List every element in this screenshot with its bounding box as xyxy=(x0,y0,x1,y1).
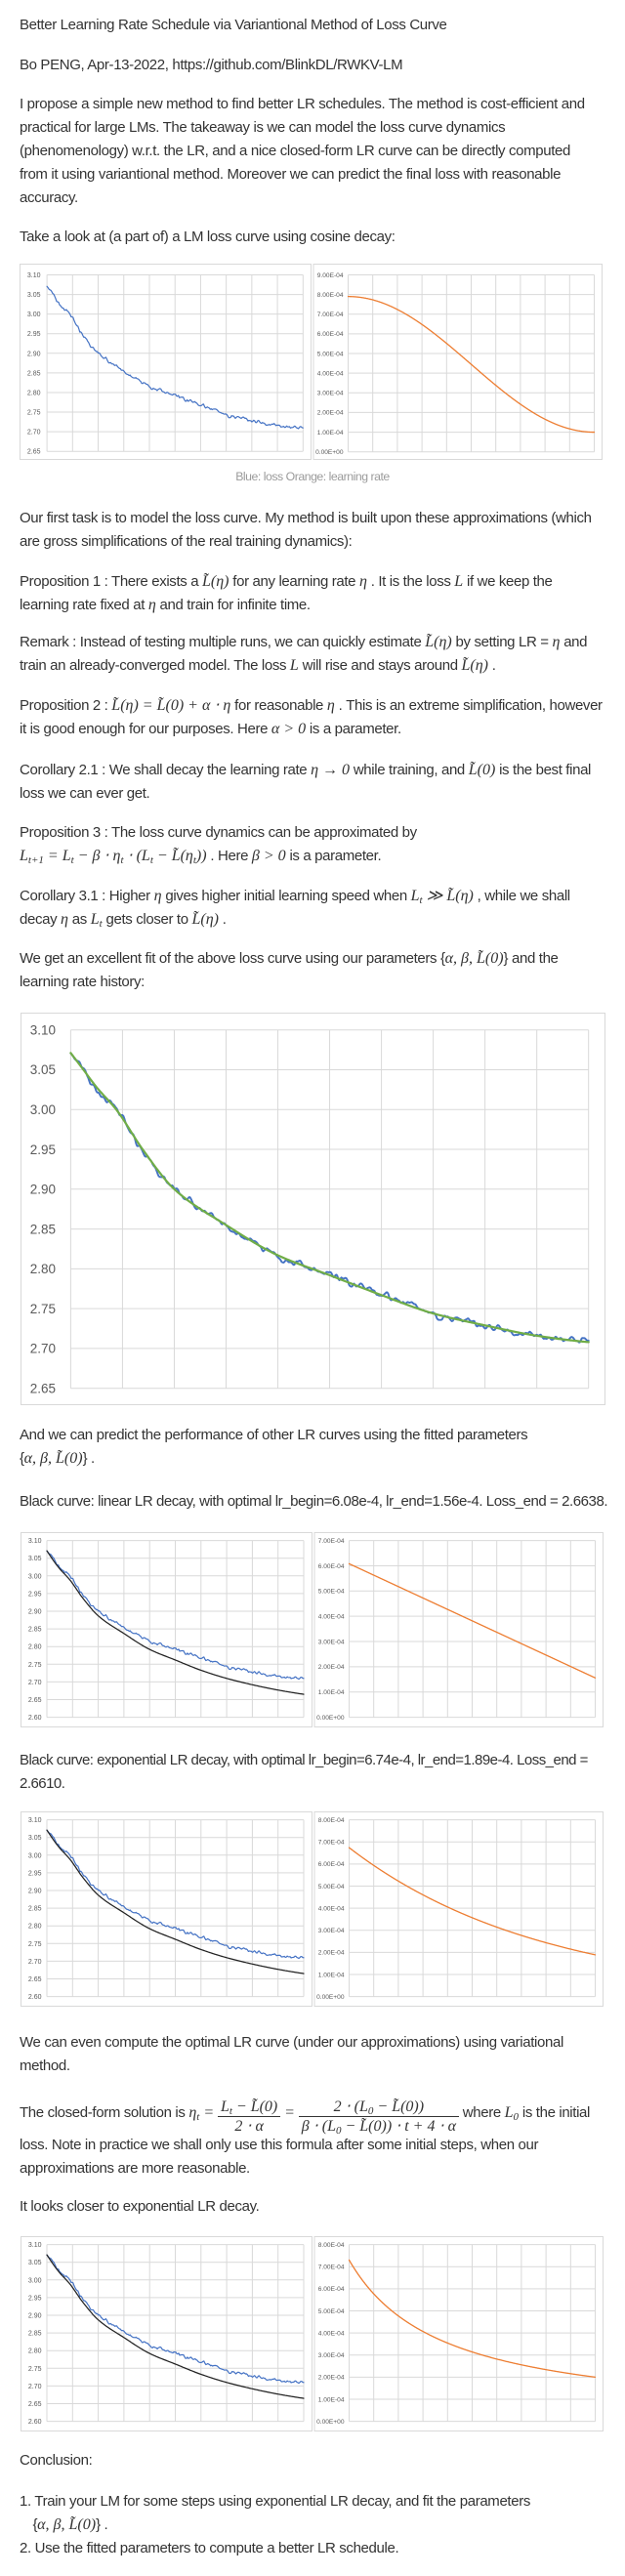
svg-text:7.00E-04: 7.00E-04 xyxy=(317,312,344,318)
svg-text:0.00E+00: 0.00E+00 xyxy=(316,2419,345,2426)
svg-text:3.05: 3.05 xyxy=(29,1062,55,1077)
svg-text:3.05: 3.05 xyxy=(27,2260,41,2266)
svg-text:3.00E-04: 3.00E-04 xyxy=(317,1639,344,1645)
svg-text:2.75: 2.75 xyxy=(27,410,41,417)
svg-text:3.05: 3.05 xyxy=(27,1556,41,1562)
svg-text:2.85: 2.85 xyxy=(27,371,41,378)
svg-text:6.00E-04: 6.00E-04 xyxy=(317,2286,344,2293)
svg-text:3.10: 3.10 xyxy=(27,1538,41,1545)
svg-text:4.00E-04: 4.00E-04 xyxy=(317,1906,344,1913)
svg-text:2.85: 2.85 xyxy=(27,1626,41,1633)
svg-text:3.00: 3.00 xyxy=(29,1102,55,1117)
svg-text:6.00E-04: 6.00E-04 xyxy=(317,1562,344,1569)
svg-text:2.75: 2.75 xyxy=(29,1302,55,1316)
svg-text:3.00: 3.00 xyxy=(27,1853,41,1860)
svg-text:3.00E-04: 3.00E-04 xyxy=(317,2352,344,2359)
svg-text:1.00E-04: 1.00E-04 xyxy=(317,1689,344,1696)
svg-text:4.00E-04: 4.00E-04 xyxy=(317,371,344,378)
svg-text:2.95: 2.95 xyxy=(29,1143,55,1157)
svg-text:2.80: 2.80 xyxy=(27,1643,41,1650)
svg-text:7.00E-04: 7.00E-04 xyxy=(317,1538,344,1545)
svg-text:2.75: 2.75 xyxy=(27,2366,41,2373)
svg-text:2.65: 2.65 xyxy=(27,449,41,456)
svg-text:2.80: 2.80 xyxy=(27,391,41,397)
svg-text:0.00E+00: 0.00E+00 xyxy=(315,449,344,456)
svg-text:2.70: 2.70 xyxy=(27,430,41,436)
svg-text:3.05: 3.05 xyxy=(27,1836,41,1843)
svg-text:2.70: 2.70 xyxy=(27,2384,41,2390)
svg-text:8.00E-04: 8.00E-04 xyxy=(317,2242,344,2249)
svg-text:2.00E-04: 2.00E-04 xyxy=(317,1664,344,1671)
svg-text:3.00: 3.00 xyxy=(27,312,41,318)
svg-text:3.10: 3.10 xyxy=(29,1023,55,1038)
svg-text:2.80: 2.80 xyxy=(27,1924,41,1931)
svg-text:2.70: 2.70 xyxy=(29,1342,55,1356)
svg-text:0.00E+00: 0.00E+00 xyxy=(316,1994,345,2001)
svg-text:2.90: 2.90 xyxy=(27,1889,41,1895)
svg-text:8.00E-04: 8.00E-04 xyxy=(317,1817,344,1824)
svg-text:3.00: 3.00 xyxy=(27,2277,41,2284)
svg-text:0.00E+00: 0.00E+00 xyxy=(316,1715,345,1722)
svg-text:2.90: 2.90 xyxy=(27,2312,41,2319)
svg-text:7.00E-04: 7.00E-04 xyxy=(317,1840,344,1847)
svg-text:2.60: 2.60 xyxy=(27,2419,41,2426)
svg-text:2.90: 2.90 xyxy=(29,1183,55,1197)
svg-text:6.00E-04: 6.00E-04 xyxy=(317,1862,344,1869)
svg-text:8.00E-04: 8.00E-04 xyxy=(317,292,344,299)
svg-text:3.10: 3.10 xyxy=(27,272,41,279)
svg-text:2.90: 2.90 xyxy=(27,352,41,358)
svg-text:2.00E-04: 2.00E-04 xyxy=(317,410,344,417)
svg-text:2.95: 2.95 xyxy=(27,2295,41,2302)
svg-text:2.00E-04: 2.00E-04 xyxy=(317,2375,344,2382)
svg-text:2.65: 2.65 xyxy=(27,1697,41,1704)
svg-text:3.05: 3.05 xyxy=(27,292,41,299)
svg-text:1.00E-04: 1.00E-04 xyxy=(317,430,344,436)
svg-text:1.00E-04: 1.00E-04 xyxy=(317,1973,344,1979)
svg-text:4.00E-04: 4.00E-04 xyxy=(317,2330,344,2337)
svg-text:3.00E-04: 3.00E-04 xyxy=(317,391,344,397)
svg-text:2.95: 2.95 xyxy=(27,1591,41,1598)
svg-text:2.65: 2.65 xyxy=(27,1976,41,1983)
svg-text:2.70: 2.70 xyxy=(27,1959,41,1966)
svg-text:2.80: 2.80 xyxy=(27,2348,41,2355)
svg-text:1.00E-04: 1.00E-04 xyxy=(317,2396,344,2403)
svg-text:5.00E-04: 5.00E-04 xyxy=(317,1884,344,1890)
svg-text:2.60: 2.60 xyxy=(27,1994,41,2001)
svg-text:4.00E-04: 4.00E-04 xyxy=(317,1613,344,1620)
svg-text:6.00E-04: 6.00E-04 xyxy=(317,332,344,339)
svg-text:2.75: 2.75 xyxy=(27,1941,41,1948)
svg-text:5.00E-04: 5.00E-04 xyxy=(317,1588,344,1595)
svg-text:3.10: 3.10 xyxy=(27,2242,41,2249)
svg-text:2.00E-04: 2.00E-04 xyxy=(317,1950,344,1957)
svg-text:2.70: 2.70 xyxy=(27,1679,41,1685)
svg-text:5.00E-04: 5.00E-04 xyxy=(317,2308,344,2315)
svg-text:5.00E-04: 5.00E-04 xyxy=(317,352,344,358)
svg-text:2.60: 2.60 xyxy=(27,1715,41,1722)
svg-text:3.10: 3.10 xyxy=(27,1817,41,1824)
svg-text:2.65: 2.65 xyxy=(27,2401,41,2408)
svg-text:2.90: 2.90 xyxy=(27,1608,41,1615)
svg-text:3.00E-04: 3.00E-04 xyxy=(317,1928,344,1934)
svg-text:2.85: 2.85 xyxy=(27,1906,41,1913)
svg-text:2.80: 2.80 xyxy=(29,1262,55,1276)
svg-text:2.95: 2.95 xyxy=(27,331,41,338)
svg-text:2.85: 2.85 xyxy=(29,1223,55,1237)
svg-text:9.00E-04: 9.00E-04 xyxy=(317,272,344,279)
svg-text:7.00E-04: 7.00E-04 xyxy=(317,2264,344,2271)
svg-text:2.65: 2.65 xyxy=(29,1382,55,1396)
svg-text:2.95: 2.95 xyxy=(27,1871,41,1878)
svg-text:2.75: 2.75 xyxy=(27,1661,41,1668)
svg-text:2.85: 2.85 xyxy=(27,2331,41,2338)
svg-text:3.00: 3.00 xyxy=(27,1573,41,1580)
